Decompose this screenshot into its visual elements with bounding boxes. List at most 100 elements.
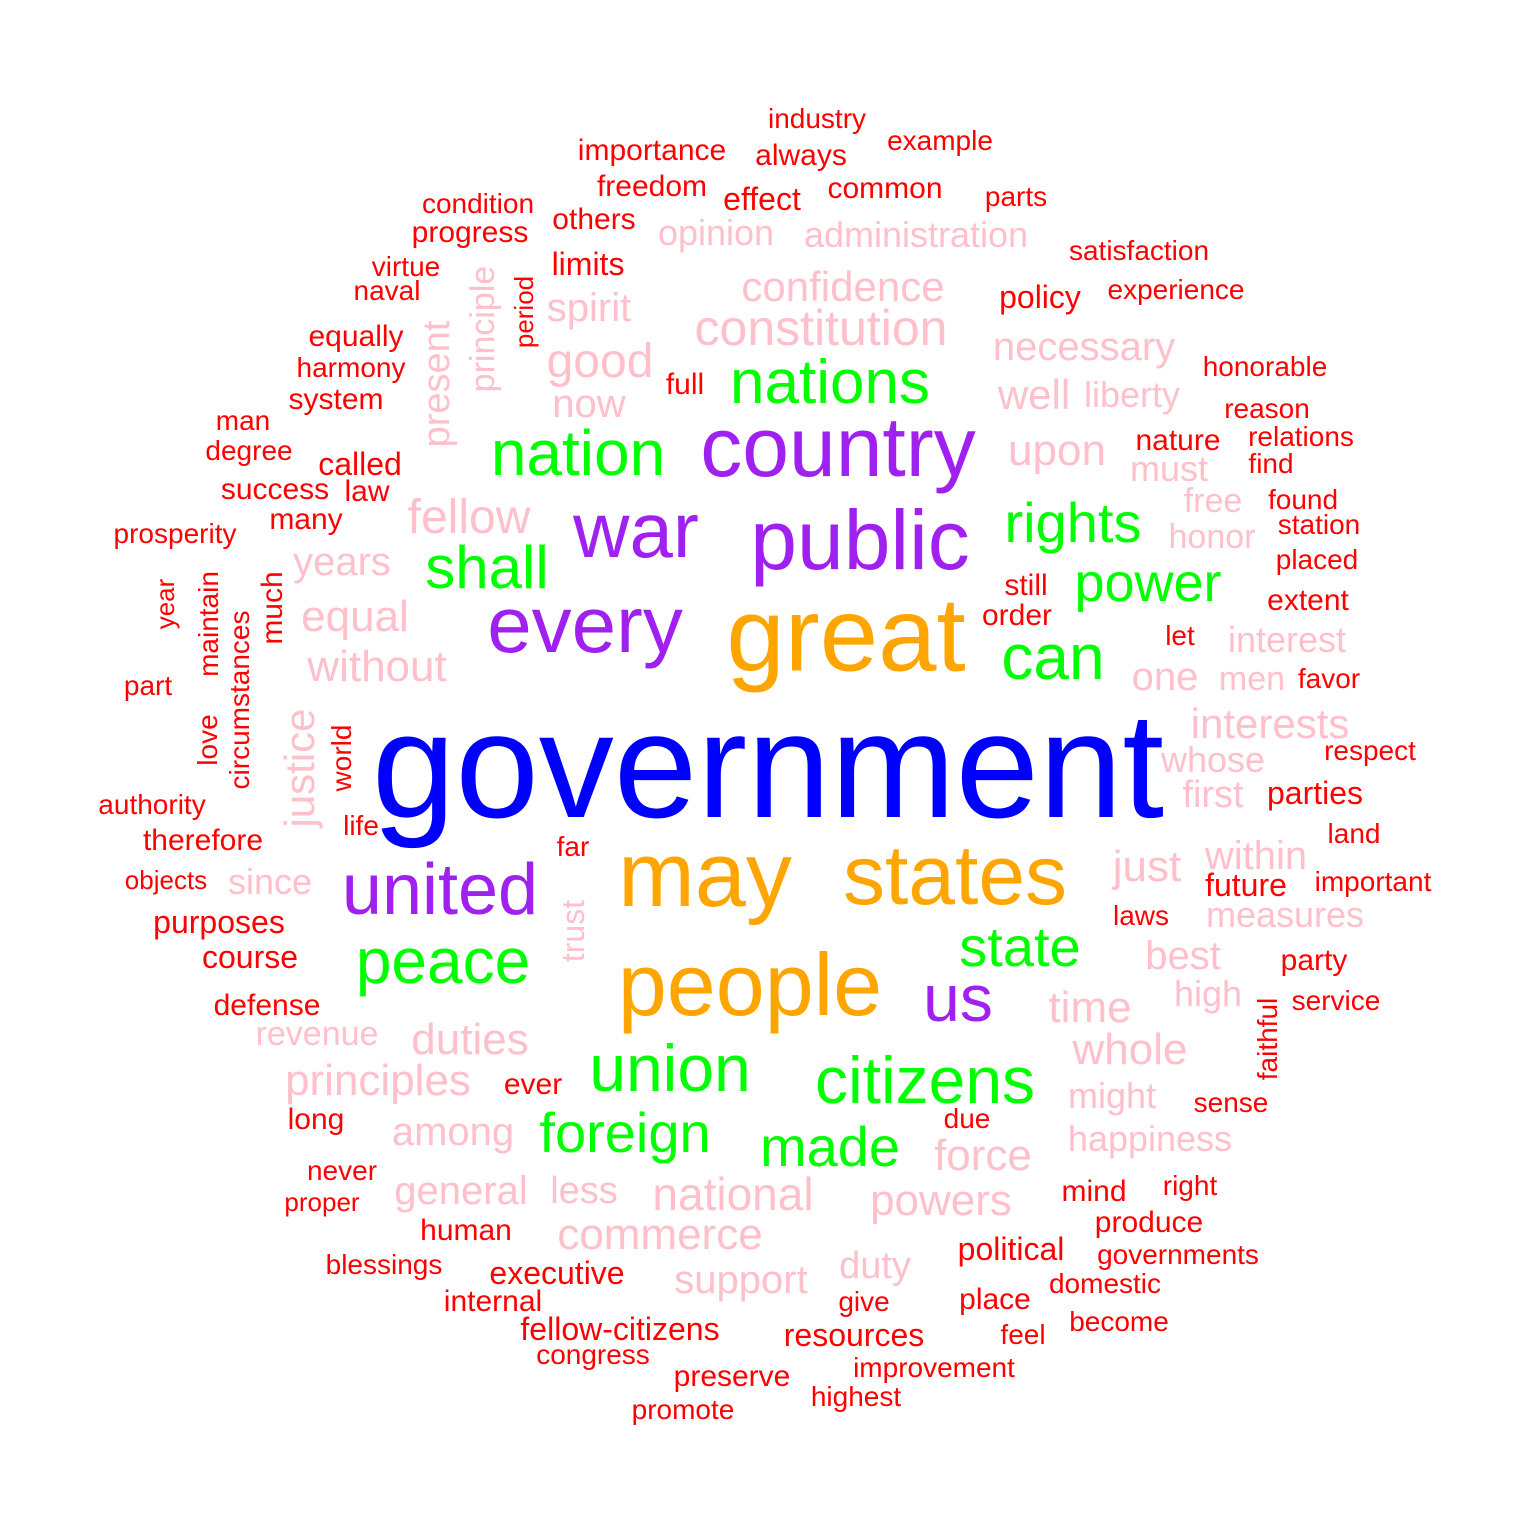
word-let: let <box>1165 620 1195 651</box>
word-executive: executive <box>489 1255 625 1291</box>
word-interest: interest <box>1227 619 1347 660</box>
word-progress: progress <box>411 216 529 249</box>
word-foreign: foreign <box>539 1101 711 1164</box>
word-nations: nations <box>730 348 930 417</box>
word-freedom: freedom <box>596 170 708 203</box>
word-may: may <box>618 824 792 926</box>
word-long: long <box>287 1103 345 1136</box>
word-many: many <box>269 503 343 536</box>
word-sense: sense <box>1193 1087 1269 1118</box>
word-years: years <box>293 540 391 584</box>
word-equally: equally <box>308 320 404 353</box>
word-system: system <box>288 383 384 416</box>
word-relations: relations <box>1248 421 1354 452</box>
word-station: station <box>1277 509 1361 540</box>
word-can: can <box>1001 621 1105 693</box>
word-among: among <box>391 1110 515 1154</box>
word-success: success <box>220 473 330 506</box>
word-duty: duty <box>839 1245 911 1287</box>
word-importance: importance <box>577 134 727 167</box>
word-found: found <box>1267 484 1339 515</box>
word-general: general <box>394 1169 528 1213</box>
word-part: part <box>123 670 173 701</box>
word-favor: favor <box>1297 663 1361 694</box>
word-confidence: confidence <box>741 263 945 310</box>
word-life: life <box>343 810 379 841</box>
word-justice: justice <box>276 708 323 828</box>
word-service: service <box>1291 985 1381 1016</box>
word-proper: proper <box>284 1187 360 1217</box>
word-less: less <box>550 1170 618 1212</box>
word-still: still <box>1004 569 1048 602</box>
word-state: state <box>959 915 1081 978</box>
word-shall: shall <box>425 534 549 601</box>
word-far: far <box>556 831 590 862</box>
word-due: due <box>943 1103 991 1134</box>
word-public: public <box>750 493 970 587</box>
word-happiness: happiness <box>1067 1118 1233 1159</box>
word-since: since <box>227 861 313 902</box>
word-never: never <box>306 1155 378 1186</box>
word-government: government <box>371 681 1165 849</box>
word-party: party <box>1280 944 1348 977</box>
word-equal: equal <box>301 592 409 641</box>
word-preserve: preserve <box>673 1360 791 1393</box>
word-one: one <box>1131 655 1199 699</box>
word-high: high <box>1173 973 1243 1014</box>
word-time: time <box>1048 983 1132 1032</box>
word-just: just <box>1112 842 1182 891</box>
word-without: without <box>307 642 447 691</box>
word-effect: effect <box>723 181 801 217</box>
word-degree: degree <box>205 435 293 466</box>
word-love: love <box>192 714 223 766</box>
word-men: men <box>1218 660 1286 698</box>
word-constitution: constitution <box>694 300 948 356</box>
word-opinion: opinion <box>657 212 775 253</box>
word-extent: extent <box>1267 584 1349 617</box>
word-whose: whose <box>1160 739 1266 780</box>
word-country: country <box>700 400 976 494</box>
word-man: man <box>215 405 271 436</box>
word-maintain: maintain <box>193 571 224 677</box>
word-condition: condition <box>421 188 535 219</box>
word-commerce: commerce <box>557 1210 763 1259</box>
word-political: political <box>957 1231 1065 1267</box>
word-course: course <box>201 939 299 975</box>
word-parties: parties <box>1266 775 1364 811</box>
word-human: human <box>420 1214 512 1247</box>
word-whole: whole <box>1072 1025 1188 1074</box>
word-place: place <box>959 1283 1031 1316</box>
word-first: first <box>1182 774 1244 816</box>
word-others: others <box>552 203 636 236</box>
word-trust: trust <box>555 899 591 963</box>
word-union: union <box>589 1031 751 1105</box>
word-prosperity: prosperity <box>113 518 237 549</box>
word-force: force <box>934 1131 1032 1180</box>
word-revenue: revenue <box>255 1015 379 1053</box>
word-laws: laws <box>1112 900 1170 931</box>
word-power: power <box>1074 553 1222 613</box>
word-honorable: honorable <box>1202 351 1328 382</box>
word-people: people <box>617 935 883 1034</box>
word-mind: mind <box>1061 1175 1127 1208</box>
word-feel: feel <box>1000 1319 1046 1350</box>
word-period: period <box>509 275 539 349</box>
word-made: made <box>759 1115 901 1178</box>
word-honor: honor <box>1168 518 1256 556</box>
word-support: support <box>674 1258 808 1302</box>
word-now: now <box>552 382 626 426</box>
word-powers: powers <box>870 1176 1012 1225</box>
word-spirit: spirit <box>546 286 632 330</box>
word-virtue: virtue <box>371 251 441 282</box>
word-nation: nation <box>490 417 666 489</box>
word-full: full <box>665 368 705 401</box>
word-find: find <box>1248 448 1294 479</box>
word-always: always <box>755 139 847 172</box>
word-must: must <box>1129 448 1209 489</box>
word-future: future <box>1205 867 1287 903</box>
word-interests: interests <box>1190 700 1350 747</box>
word-circumstances: circumstances <box>224 610 255 790</box>
word-important: important <box>1314 866 1432 897</box>
word-principle: principle <box>464 265 502 393</box>
